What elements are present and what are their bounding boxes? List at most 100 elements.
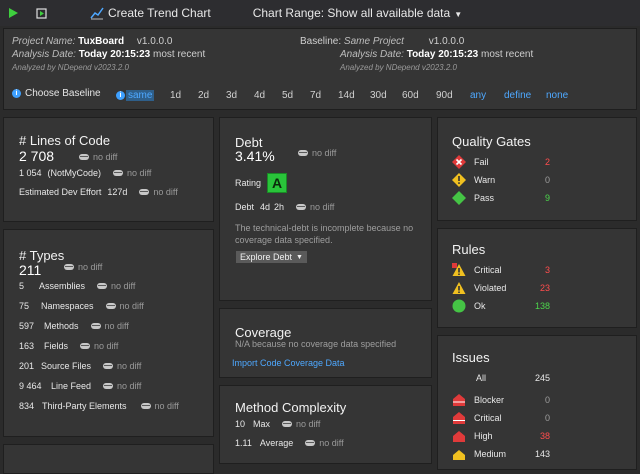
- ok-circle-icon: [452, 299, 466, 313]
- line-feed-value: 9 464: [19, 381, 42, 391]
- fields-value: 163: [19, 341, 35, 351]
- namespaces-value: 75: [19, 301, 30, 311]
- issues-medium-row[interactable]: Medium: [452, 447, 506, 461]
- debt-note: The technical-debt is incomplete because…: [235, 223, 414, 245]
- chevron-down-icon: ▼: [296, 253, 303, 261]
- project-name: TuxBoard: [78, 36, 125, 47]
- issues-panel[interactable]: Issues All 245 Blocker 0 Critical 0 High…: [437, 335, 637, 470]
- types-row-assemblies: 5 Assemblies no diff: [19, 281, 135, 291]
- issues-high-count: 38: [539, 431, 550, 441]
- nodiff-label: no diff: [127, 168, 152, 178]
- rules-critical-row[interactable]: Critical: [452, 263, 502, 277]
- issues-medium-label: Medium: [474, 449, 507, 459]
- debt-nodiff: no diff: [298, 148, 336, 158]
- fields-label: Fields: [44, 341, 69, 351]
- baseline-option-none[interactable]: none: [546, 90, 569, 101]
- types-row-namespaces: 75 Namespaces no diff: [19, 301, 144, 311]
- types-row-source-files: 201 Source Files no diff: [19, 361, 141, 371]
- third-party-value: 834: [19, 401, 35, 411]
- complexity-max-label: Max: [253, 419, 271, 429]
- nodiff-label: no diff: [117, 361, 142, 371]
- run-icon[interactable]: [6, 6, 20, 20]
- baseline-analysis-date-line: Analysis Date: Today 20:15:23 most recen…: [340, 49, 533, 60]
- quality-gate-warn-row[interactable]: Warn: [452, 173, 495, 187]
- baseline-option-14d[interactable]: 14d: [338, 90, 355, 101]
- analysis-date-label: Analysis Date:: [12, 49, 76, 60]
- lines-of-code-panel: # Lines of Code 2 708 no diff 1 054 (Not…: [3, 117, 214, 222]
- chart-range-dropdown[interactable]: Chart Range: Show all available data ▼: [253, 6, 462, 20]
- baseline-option-3d[interactable]: 3d: [226, 90, 238, 101]
- assemblies-value: 5: [19, 281, 25, 291]
- loc-title: # Lines of Code: [19, 133, 111, 148]
- complexity-max-value: 10: [235, 419, 246, 429]
- baseline-option-30d[interactable]: 30d: [370, 90, 387, 101]
- loc-nodiff: no diff: [79, 152, 117, 162]
- no-diff-icon: [105, 303, 116, 309]
- baseline-option-5d[interactable]: 5d: [282, 90, 294, 101]
- loc-value: 2 708: [19, 148, 55, 164]
- complexity-avg-label: Average: [259, 438, 294, 448]
- baseline-option-2d[interactable]: 2d: [198, 90, 210, 101]
- types-row-third-party: 834 Third-Party Elements no diff: [19, 401, 179, 411]
- baseline-option-90d[interactable]: 90d: [436, 90, 453, 101]
- complexity-max-row: 10 Max no diff: [235, 419, 320, 429]
- issues-blocker-row[interactable]: Blocker: [452, 393, 504, 407]
- baseline-version: v1.0.0.0: [428, 36, 465, 47]
- rules-ok-label: Ok: [474, 301, 486, 311]
- nodiff-label: no diff: [93, 152, 118, 162]
- bottom-left-panel: [3, 444, 214, 474]
- baseline-analyzed-by: Analyzed by NDepend v2023.2.0: [340, 63, 457, 72]
- baseline-option-7d[interactable]: 7d: [310, 90, 322, 101]
- debt-time-row: Debt 4d 2h no diff: [235, 202, 334, 212]
- choose-baseline[interactable]: i Choose Baseline: [12, 88, 101, 99]
- rules-panel[interactable]: Rules Critical 3 Violated 23 Ok 138: [437, 228, 637, 328]
- baseline-option-define[interactable]: define: [504, 90, 532, 101]
- rules-violated-count: 23: [539, 283, 550, 293]
- import-coverage-link[interactable]: Import Code Coverage Data: [232, 358, 345, 368]
- create-trend-chart-button[interactable]: Create Trend Chart: [108, 6, 211, 20]
- nodiff-label: no diff: [310, 202, 335, 212]
- coverage-title: Coverage: [235, 325, 292, 340]
- issues-critical-row[interactable]: Critical: [452, 411, 502, 425]
- chart-range-label: Chart Range: Show all available data: [252, 6, 451, 20]
- no-diff-icon: [305, 440, 316, 446]
- source-files-value: 201: [19, 361, 35, 371]
- notmycode-value: 1 054: [19, 168, 42, 178]
- no-diff-icon: [113, 170, 124, 176]
- issues-title: Issues: [452, 350, 490, 365]
- quality-gates-panel[interactable]: Quality Gates Fail 2 Warn 0 Pass 9: [437, 117, 637, 221]
- rules-ok-row[interactable]: Ok: [452, 299, 486, 313]
- baseline-option-60d[interactable]: 60d: [402, 90, 419, 101]
- analyzed-by: Analyzed by NDepend v2023.2.0: [12, 63, 129, 72]
- medium-icon: [453, 450, 465, 460]
- issues-high-label: High: [474, 431, 493, 441]
- info-icon: i: [116, 91, 125, 100]
- rules-violated-row[interactable]: Violated: [452, 281, 506, 295]
- types-value: 211: [19, 262, 42, 278]
- baseline-option-same[interactable]: same: [126, 90, 155, 101]
- assemblies-label: Assemblies: [39, 281, 86, 291]
- methods-label: Methods: [44, 321, 79, 331]
- issues-all-row[interactable]: All: [476, 373, 486, 383]
- baseline-option-4d[interactable]: 4d: [254, 90, 266, 101]
- debt-hours: 2h: [274, 202, 285, 212]
- quality-gate-fail-row[interactable]: Fail: [452, 155, 489, 169]
- baseline-option-1d[interactable]: 1d: [170, 90, 182, 101]
- fail-icon: [452, 155, 466, 169]
- types-row-methods: 597 Methods no diff: [19, 321, 129, 331]
- line-feed-label: Line Feed: [51, 381, 92, 391]
- baseline-analysis-suffix: most recent: [481, 49, 534, 60]
- no-diff-icon: [103, 363, 114, 369]
- notmycode-row: 1 054 (NotMyCode) no diff: [19, 168, 151, 178]
- refresh-icon[interactable]: [34, 6, 48, 20]
- explore-debt-button[interactable]: Explore Debt ▼: [236, 251, 307, 263]
- baseline-option-any[interactable]: any: [470, 90, 487, 101]
- rating-row: Rating A: [235, 173, 288, 193]
- quality-gate-pass-row[interactable]: Pass: [452, 191, 494, 205]
- info-icon: i: [12, 89, 21, 98]
- no-diff-icon: [103, 383, 114, 389]
- debt-value: 3.41%: [235, 148, 275, 164]
- no-diff-icon: [139, 189, 150, 195]
- issues-high-row[interactable]: High: [452, 429, 493, 443]
- nodiff-label: no diff: [153, 187, 178, 197]
